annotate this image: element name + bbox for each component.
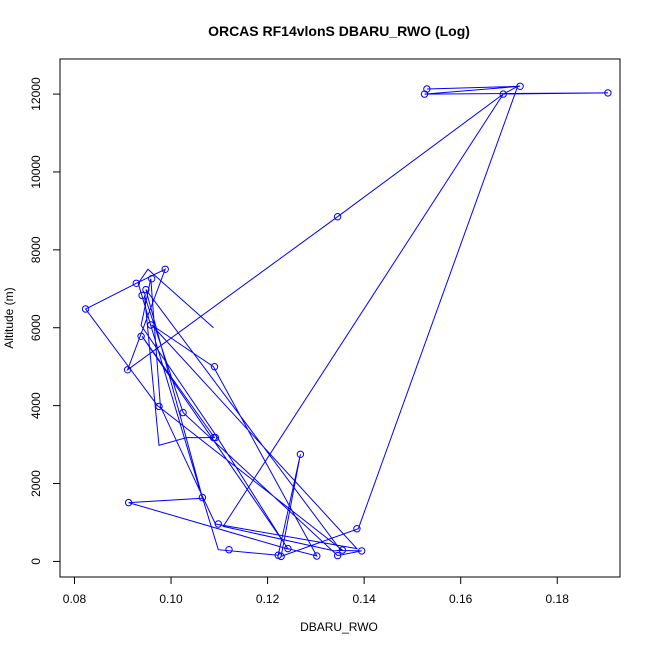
x-tick-label: 0.16 [449,592,473,606]
plot-area [59,58,621,578]
data-point [358,547,366,555]
data-point [604,89,612,97]
data-point [353,525,361,533]
data-point [124,498,133,507]
x-axis-label: DBARU_RWO [300,620,378,634]
y-tick-label: 2000 [29,470,43,497]
x-tick-label: 0.12 [256,592,280,606]
data-point [277,552,285,561]
data-point [420,90,429,98]
y-tick-label: 6000 [29,314,43,341]
data-point [142,285,150,294]
y-axis-label: Altitude (m) [2,287,16,348]
data-point [155,402,163,411]
data-point [148,275,156,283]
data-point [284,544,292,553]
data-point [214,520,223,528]
data-point [210,363,219,371]
data-point [138,291,146,300]
y-tick-label: 4000 [29,392,43,419]
series-points [81,82,612,561]
series-line [84,85,608,558]
data-point [296,450,305,458]
data-point [147,321,155,329]
data-point [198,493,207,502]
data-point [123,366,132,374]
x-axis: 0.08 0.10 0.12 0.14 0.16 0.18 [63,576,570,606]
data-point [132,279,141,287]
data-point [333,213,342,221]
x-tick-label: 0.08 [63,592,87,606]
data-point [179,408,187,417]
data-point [516,82,524,91]
data-point [81,305,90,313]
x-tick-label: 0.10 [159,592,183,606]
chart-title: ORCAS RF14vlonS DBARU_RWO (Log) [208,23,470,39]
series-path [84,85,608,558]
data-point [137,332,145,340]
y-axis: 0 2000 4000 6000 8000 10000 12000 [29,77,61,565]
data-point [225,546,233,554]
data-point [161,265,169,273]
data-point [313,552,321,560]
data-point [211,433,220,442]
data-point [209,433,218,442]
y-tick-label: 10000 [29,155,43,189]
x-tick-label: 0.18 [546,592,570,606]
data-point [333,551,342,560]
x-tick-label: 0.14 [352,592,376,606]
data-point [338,546,347,554]
y-tick-label: 0 [29,558,43,565]
y-tick-label: 12000 [29,77,43,111]
y-tick-label: 8000 [29,236,43,263]
data-point [499,90,507,98]
